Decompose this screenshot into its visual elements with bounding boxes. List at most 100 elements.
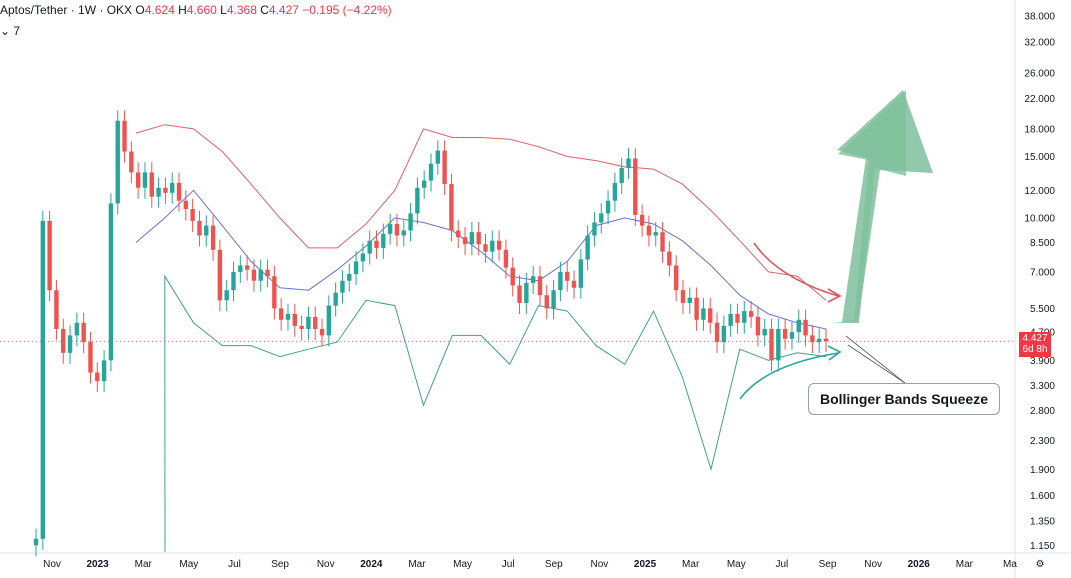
candle-body xyxy=(278,308,284,320)
y-tick-label: 2.800 xyxy=(1030,406,1055,417)
chevron-down-icon[interactable]: ⌄ xyxy=(0,24,11,38)
y-tick-label: 18.000 xyxy=(1024,124,1055,135)
candle-body xyxy=(428,163,434,181)
x-tick-label: Ma xyxy=(1003,559,1017,570)
candle-body xyxy=(238,265,243,272)
candle-body xyxy=(54,290,59,329)
candle-body xyxy=(394,224,400,236)
close-label: C xyxy=(260,3,269,17)
x-tick-label: 2023 xyxy=(86,559,109,570)
candle-body xyxy=(456,230,461,238)
candle-body xyxy=(313,316,318,329)
candle-body xyxy=(285,313,291,320)
candle-body xyxy=(163,187,168,193)
lower-band-arrow xyxy=(739,352,839,400)
candle-body xyxy=(599,213,604,223)
candle-body xyxy=(769,328,774,361)
candle-body xyxy=(755,316,761,336)
candle-body xyxy=(135,172,141,188)
candle-body xyxy=(81,322,86,343)
candle-body xyxy=(660,232,665,252)
candle-body xyxy=(61,328,66,353)
high-label: H xyxy=(178,3,187,17)
candle-body xyxy=(197,220,202,236)
candle-body xyxy=(265,269,270,277)
y-tick-label: 32.000 xyxy=(1024,37,1055,48)
candle-body xyxy=(510,267,515,286)
candle-body xyxy=(687,297,692,303)
candle-body xyxy=(585,235,590,260)
y-tick-label: 3.300 xyxy=(1030,381,1055,392)
candle-body xyxy=(673,265,679,291)
candle-body xyxy=(408,213,413,231)
x-tick-label: Sep xyxy=(819,559,837,570)
upper-band-line xyxy=(135,124,827,301)
up-arrow-icon xyxy=(836,90,933,322)
candle-body xyxy=(721,325,727,343)
candle-body xyxy=(401,230,406,236)
candle-body xyxy=(272,276,277,309)
candle-body xyxy=(360,253,366,262)
x-tick-label: May xyxy=(727,559,746,570)
basis-line xyxy=(135,189,827,330)
candle-body xyxy=(292,313,297,326)
candle-body xyxy=(129,151,134,173)
candle-body xyxy=(680,290,686,303)
candle-body xyxy=(435,150,441,164)
candle-body xyxy=(537,276,543,296)
squeeze-callout: Bollinger Bands Squeeze xyxy=(808,383,1000,415)
callout-pointer xyxy=(847,344,906,384)
symbol-title[interactable]: Aptos/Tether · 1W · OKX xyxy=(0,3,133,17)
candle-body xyxy=(333,292,338,306)
high-value: 4.660 xyxy=(186,3,217,17)
x-tick-label: Jul xyxy=(502,559,515,570)
candle-body xyxy=(605,200,611,214)
indicators-toggle[interactable]: ⌄ 7 xyxy=(0,24,20,38)
candle-body xyxy=(653,232,658,236)
candle-body xyxy=(47,220,52,291)
candle-body xyxy=(816,338,822,343)
candle-body xyxy=(782,328,788,339)
open-value: 4.624 xyxy=(144,3,175,17)
x-tick-label: 2025 xyxy=(634,559,657,570)
price-axis: 38.000 32.000 26.000 22.000 18.000 15.000 12.0… xyxy=(1024,11,1055,552)
candle-body xyxy=(592,222,597,236)
lower-band-line xyxy=(164,274,827,553)
candle-body xyxy=(442,150,447,185)
y-tick-label: 3.900 xyxy=(1030,356,1055,367)
x-tick-label: Nov xyxy=(591,559,609,570)
candle-body xyxy=(639,214,645,226)
candle-body xyxy=(469,232,475,245)
y-tick-label: 1.900 xyxy=(1030,465,1055,476)
indicator-count: 7 xyxy=(13,24,21,38)
y-tick-label: 22.000 xyxy=(1024,94,1055,105)
gear-icon: ⚙ xyxy=(1036,559,1045,570)
candle-body xyxy=(108,203,114,361)
candle-body xyxy=(326,305,332,336)
candle-body xyxy=(789,332,795,339)
candle-body xyxy=(217,249,223,301)
callout-pointer xyxy=(845,335,906,384)
candle-body xyxy=(421,180,427,188)
candle-body xyxy=(694,297,699,320)
x-tick-label: Sep xyxy=(271,559,289,570)
candle-body xyxy=(170,182,175,193)
candle-body xyxy=(115,120,120,204)
candle-body xyxy=(319,328,325,336)
candle-body xyxy=(748,311,754,317)
x-tick-label: Nov xyxy=(43,559,61,570)
candle-body xyxy=(762,328,767,336)
change-value: −0.195 (−4.22%) xyxy=(302,3,392,17)
candle-body xyxy=(796,319,801,333)
y-tick-label: 10.000 xyxy=(1024,213,1055,224)
candle-body xyxy=(67,335,73,353)
price-tag: 4.427 6d 8h xyxy=(1019,332,1051,357)
low-label: L xyxy=(220,3,227,17)
x-tick-label: 2024 xyxy=(360,559,383,570)
candle-body xyxy=(571,280,577,288)
chart-header: Aptos/Tether · 1W · OKX O4.624 H4.660 L4… xyxy=(0,3,392,17)
candle-body xyxy=(476,232,481,245)
candle-body xyxy=(251,269,257,281)
price-tag-value: 4.427 xyxy=(1022,333,1048,344)
